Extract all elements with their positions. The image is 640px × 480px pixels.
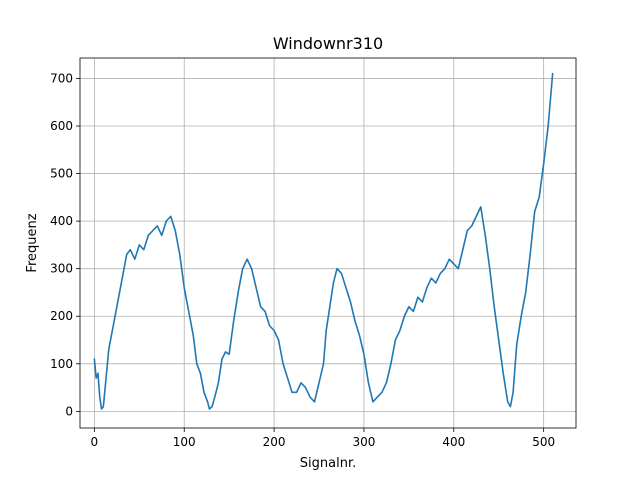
plot-area-background	[80, 58, 576, 428]
series-layer	[93, 72, 554, 410]
y-tick-label: 500	[50, 167, 73, 181]
y-tick-label: 100	[50, 357, 73, 371]
y-tick-label: 200	[50, 309, 73, 323]
y-tick-label: 700	[50, 71, 73, 85]
x-tick-label: 500	[532, 435, 555, 449]
horizontal-gridlines	[80, 78, 576, 412]
x-tick-label: 300	[352, 435, 375, 449]
x-axis-label: Signalnr.	[300, 456, 356, 471]
y-axis-label: Frequenz	[25, 213, 40, 272]
y-tick-label: 600	[50, 119, 73, 133]
x-tick-label: 200	[263, 435, 286, 449]
vertical-gridlines	[93, 58, 545, 428]
y-axis-ticks: 0 100 200 300 400 500 600 700	[50, 71, 80, 418]
x-axis-ticks: 0 100 200 300 400 500	[91, 428, 555, 449]
y-tick-label: 300	[50, 262, 73, 276]
x-tick-label: 400	[442, 435, 465, 449]
plot-frame	[79, 57, 577, 429]
y-tick-label: 400	[50, 214, 73, 228]
y-tick-label: 0	[65, 404, 73, 418]
x-tick-label: 100	[173, 435, 196, 449]
series-line	[93, 72, 554, 410]
x-tick-label: 0	[91, 435, 99, 449]
chart-title: Windownr310	[273, 34, 383, 53]
